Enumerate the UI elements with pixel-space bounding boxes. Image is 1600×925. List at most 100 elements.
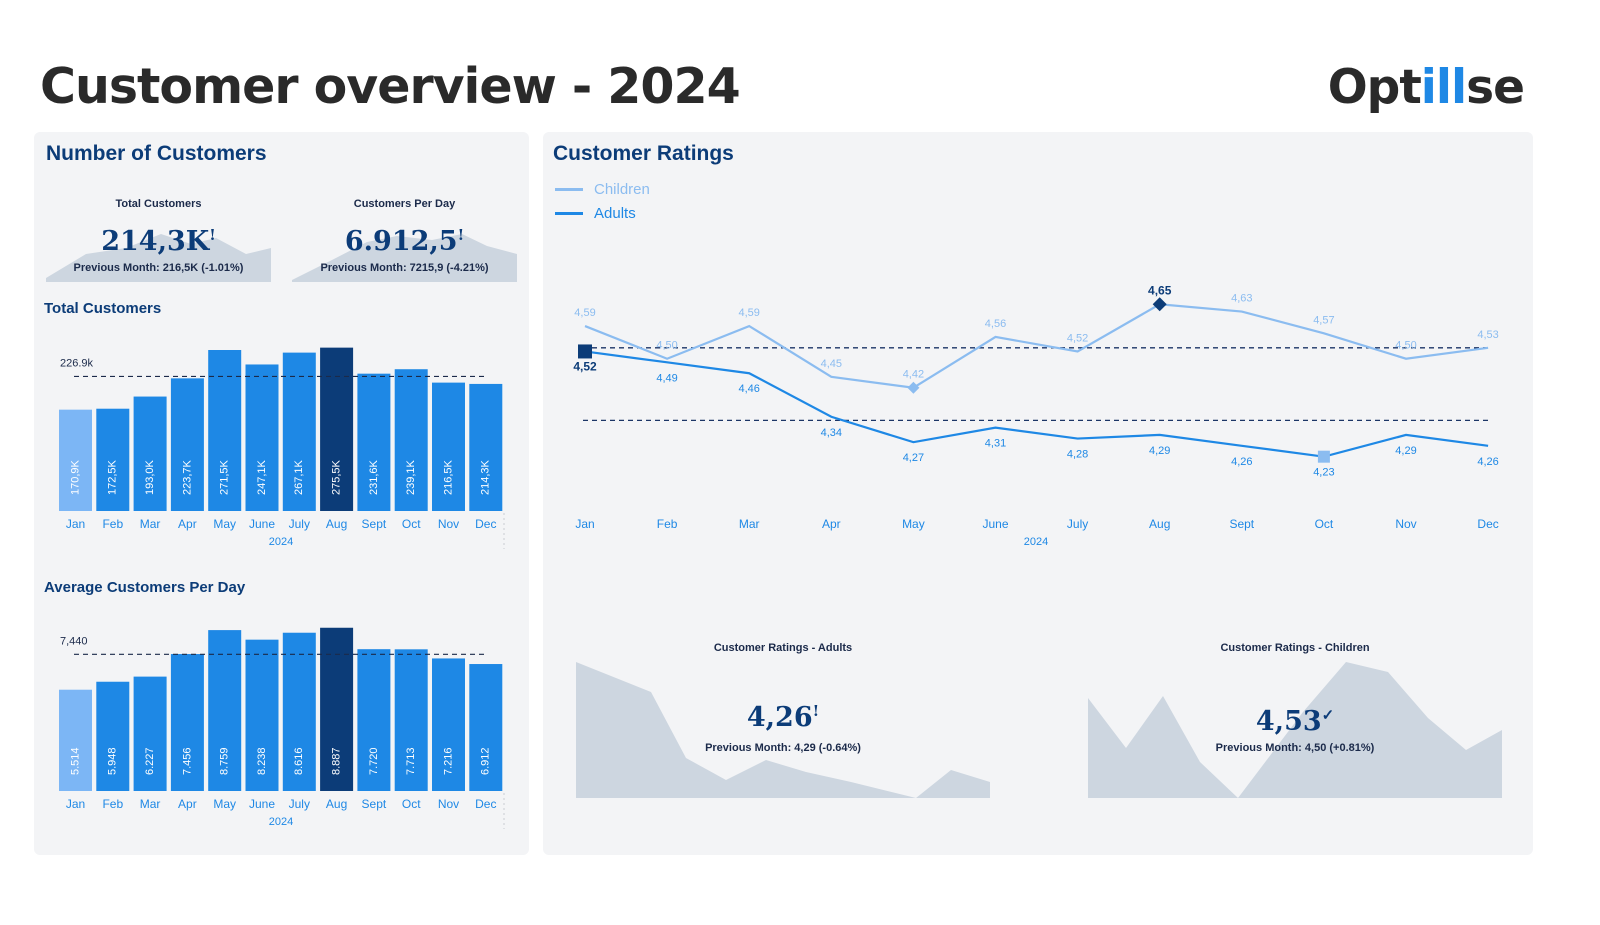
data-label-adults: 4,27 [903, 452, 924, 464]
bar [170, 378, 204, 511]
x-tick-label: May [213, 797, 236, 811]
legend-line-children [555, 188, 583, 191]
avg-customers-per-day-bar-chart: 5.514 Jan 5.948 Feb 6.227 Mar 7.456 Apr 8.759 May… [59, 627, 505, 829]
total-customers-chart-title: Total Customers [44, 300, 162, 317]
x-tick-label: Jan [66, 517, 85, 531]
data-label-adults: 4,28 [1067, 449, 1088, 461]
bar-value-label: 5.514 [69, 747, 81, 775]
x-axis-title: 2024 [269, 816, 293, 828]
data-label-children: 4,50 [656, 340, 677, 352]
bar [357, 649, 391, 791]
x-tick-label: May [902, 517, 925, 531]
bar-value-label: 6.912 [480, 747, 492, 775]
bar [320, 347, 354, 511]
warning-icon: ! [209, 226, 216, 244]
series-line-children [584, 303, 1489, 389]
bar-value-label: 7.713 [405, 747, 417, 775]
bar-value-label: 214,3K [480, 459, 492, 495]
bar [96, 408, 130, 511]
bar [357, 373, 391, 511]
data-label-adults: 4,26 [1477, 456, 1498, 468]
x-tick-label: July [289, 797, 310, 811]
data-label-adults: 4,26 [1231, 456, 1252, 468]
optilise-logo: Optillse [1327, 60, 1525, 115]
kpi-previous-month: Previous Month: 4,29 (-0.64%) [705, 742, 861, 754]
data-label-adults: 4,29 [1149, 445, 1170, 457]
kpi-label: Customers Per Day [353, 198, 456, 210]
x-tick-label: July [1067, 517, 1088, 531]
bar [394, 369, 428, 511]
data-label-children: 4,57 [1313, 314, 1334, 326]
data-label-adults: 4,52 [573, 359, 597, 373]
kpi-ratings-adults-sparkline [576, 662, 990, 798]
data-label-children: 4,45 [821, 358, 842, 370]
bar-value-label: 5.948 [107, 747, 119, 775]
kpi-customers-per-day: Customers Per Day 6.912,5! Previous Mont… [292, 198, 517, 282]
kpi-previous-month: Previous Month: 7215,9 (-4.21%) [320, 262, 489, 274]
x-tick-label: Aug [326, 517, 347, 531]
x-tick-label: June [982, 517, 1008, 531]
min-marker [1317, 450, 1330, 463]
bar [282, 352, 316, 511]
x-tick-label: Dec [1477, 517, 1498, 531]
bar-value-label: 8.887 [331, 747, 343, 775]
kpi-value: 4,26! [746, 702, 820, 733]
x-tick-label: Nov [438, 517, 459, 531]
min-marker [907, 381, 920, 394]
kpi-value: 6.912,5! [344, 226, 465, 257]
kpi-customers-per-day-sparkline [292, 234, 517, 282]
bar [282, 632, 316, 791]
kpi-previous-month: Previous Month: 4,50 (+0.81%) [1215, 742, 1375, 754]
total-customers-bar-chart: 170,9K Jan 172,5K Feb 193,0K Mar 223,7K Apr 271,… [59, 347, 505, 549]
data-label-adults: 4,34 [821, 427, 842, 439]
bar-value-label: 7.456 [181, 747, 193, 775]
bar [245, 364, 279, 511]
kpi-total-customers: Total Customers 214,3K! Previous Month: … [46, 198, 271, 282]
bar [59, 689, 92, 791]
data-label-adults: 4,46 [738, 383, 759, 395]
customer-ratings-line-chart: 4,59 4,50 4,59 4,45 4,42 4,56 4,52 4,65 4,63 4,57… [573, 283, 1498, 548]
x-tick-label: Jan [575, 517, 594, 531]
bar-value-label: 172,5K [107, 459, 119, 495]
x-tick-label: Feb [657, 517, 678, 531]
x-tick-label: Mar [739, 517, 760, 531]
bar [432, 382, 465, 511]
number-of-customers-panel: Number of Customers Total Customers 214,… [34, 132, 529, 855]
bar [59, 409, 92, 511]
panel-title-customer-ratings: Customer Ratings [553, 142, 734, 165]
bar-value-label: 247,1K [256, 459, 268, 495]
bar-value-label: 8.238 [256, 747, 268, 775]
legend-children: Children [555, 181, 650, 198]
bar [394, 649, 428, 791]
bar-value-label: 216,5K [442, 459, 454, 495]
kpi-total-customers-sparkline [46, 234, 271, 282]
data-label-children: 4,52 [1067, 332, 1088, 344]
x-tick-label: Sept [1229, 517, 1254, 531]
bar-value-label: 6.227 [144, 747, 156, 775]
x-tick-label: Oct [402, 517, 421, 531]
x-tick-label: Aug [1149, 517, 1170, 531]
avg-customers-chart-title: Average Customers Per Day [44, 579, 246, 596]
bar-value-label: 267,1K [293, 459, 305, 495]
x-tick-label: Jan [66, 797, 85, 811]
bar [133, 396, 167, 511]
x-tick-label: Aug [326, 797, 347, 811]
bar-value-label: 239,1K [405, 459, 417, 495]
data-label-children: 4,56 [985, 318, 1006, 330]
bar-value-label: 8.616 [293, 747, 305, 775]
data-label-adults: 4,49 [656, 372, 677, 384]
kpi-label: Customer Ratings - Children [1220, 642, 1370, 654]
bar-value-label: 7.720 [368, 747, 380, 775]
bar-value-label: 275,5K [331, 459, 343, 495]
data-label-children: 4,63 [1231, 293, 1252, 305]
x-axis-title: 2024 [269, 536, 293, 548]
x-tick-label: June [249, 797, 275, 811]
x-tick-label: Feb [102, 517, 123, 531]
data-label-children: 4,59 [574, 307, 595, 319]
x-tick-label: July [289, 517, 310, 531]
bar-value-label: 170,9K [69, 459, 81, 495]
customer-ratings-panel: Customer Ratings Children Adults 4,59 4,5… [543, 132, 1533, 855]
bar-value-label: 193,0K [144, 459, 156, 495]
x-tick-label: Nov [438, 797, 459, 811]
bar [320, 627, 354, 791]
